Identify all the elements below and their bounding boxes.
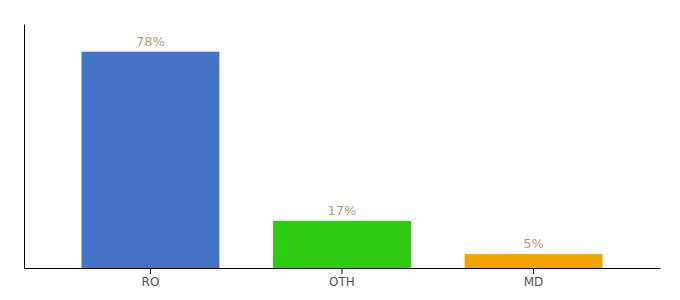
y-axis [24, 25, 25, 269]
x-axis: RO OTH MD [25, 268, 661, 289]
x-tick: OTH [329, 268, 355, 289]
data-label: 5% [523, 236, 544, 251]
x-tick-label: RO [142, 275, 160, 289]
x-tick-mark [342, 268, 343, 274]
x-tick-label: OTH [329, 275, 355, 289]
plot: RO OTH MD 78% 17% 5% [25, 25, 661, 289]
x-tick: MD [524, 268, 544, 289]
x-tick-mark [533, 268, 534, 274]
data-label: 17% [328, 203, 357, 218]
data-labels: 78% 17% 5% [136, 34, 544, 251]
data-label: 78% [136, 34, 165, 49]
bars [81, 52, 602, 268]
x-tick-label: MD [524, 275, 544, 289]
bar [465, 254, 603, 268]
x-tick-mark [150, 268, 151, 274]
y-axis-line [24, 25, 25, 269]
bar [273, 221, 411, 268]
chart: RO OTH MD 78% 17% 5% [0, 0, 680, 300]
bar [81, 52, 219, 268]
x-tick: RO [142, 268, 160, 289]
